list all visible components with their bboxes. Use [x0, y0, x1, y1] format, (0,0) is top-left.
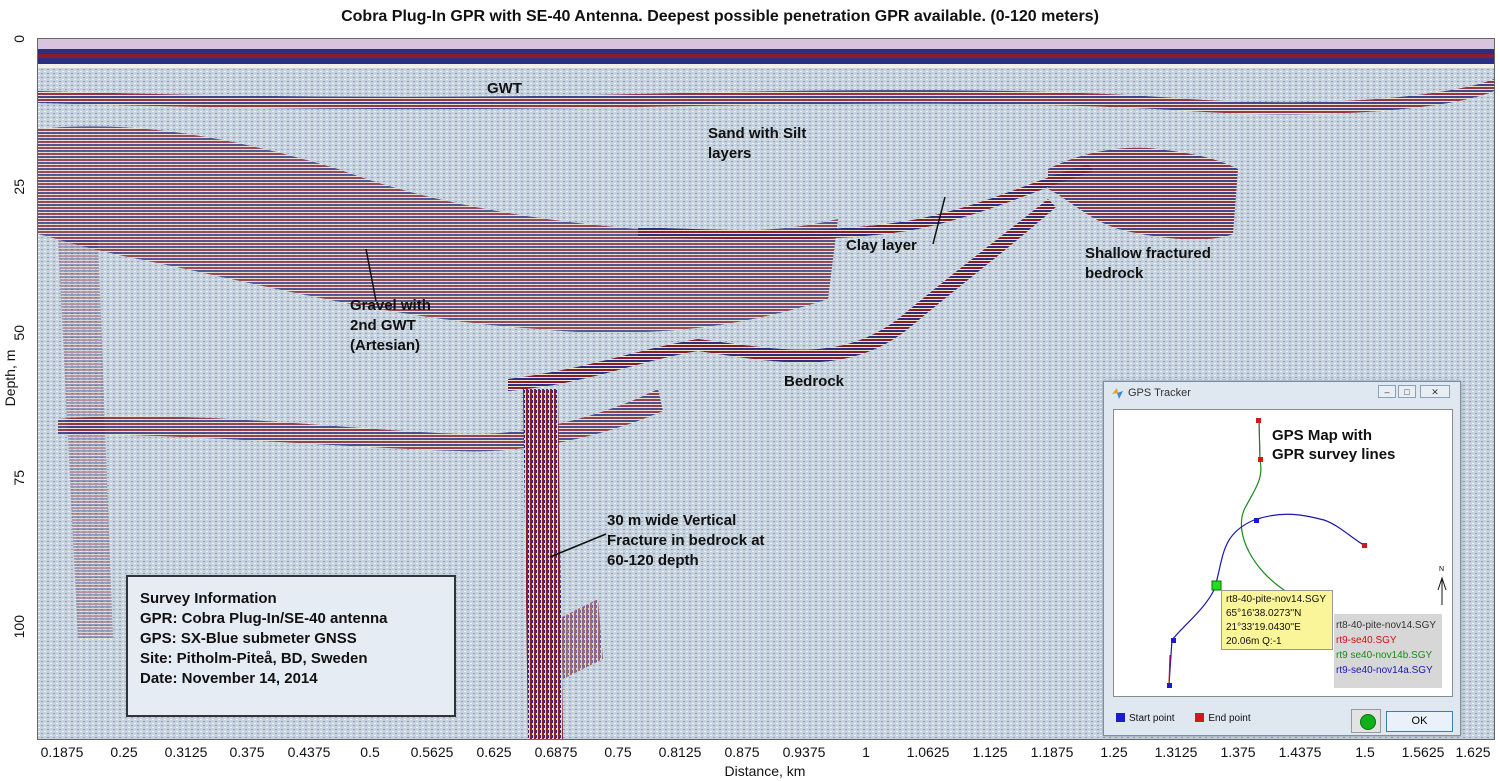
ok-button[interactable]: OK [1386, 711, 1453, 732]
x-tick-label: 1.125 [972, 744, 1008, 760]
annotation-sand-line1: Sand with Silt [708, 125, 807, 142]
minimize-icon[interactable]: – [1378, 385, 1396, 398]
annotation-gravel-line3: (Artesian) [350, 337, 421, 354]
x-tick-label: 1.625 [1455, 744, 1491, 760]
x-tick-label: 0.25 [110, 744, 138, 760]
status-led-icon [1360, 714, 1376, 730]
annotation-fracture-line3: 60-120 depth [607, 552, 699, 569]
annotation-shallow-line1: Shallow fractured [1085, 245, 1211, 262]
x-tick-label: 0.5625 [410, 744, 454, 760]
marker-key: Start point End point [1116, 713, 1251, 724]
window-title: GPS Tracker [1128, 387, 1191, 399]
annotation-gwt: GWT [487, 80, 522, 97]
annotation-fracture: 30 m wide Vertical Fracture in bedrock a… [607, 511, 765, 571]
start-point-marker [1254, 518, 1259, 523]
start-point-marker [1167, 683, 1172, 688]
x-tick-label: 0.75 [604, 744, 632, 760]
annotation-shallow-line2: bedrock [1085, 265, 1144, 282]
legend-item-rt9-se40[interactable]: rt9-se40.SGY [1336, 635, 1397, 646]
survey-info-box: Survey Information GPR: Cobra Plug-In/SE… [126, 575, 456, 717]
close-icon[interactable]: ✕ [1420, 385, 1450, 398]
annotation-sand-line2: layers [708, 145, 752, 162]
maximize-icon[interactable]: □ [1398, 385, 1416, 398]
map-title-line2: GPR survey lines [1272, 446, 1396, 463]
annotation-gravel-line1: Gravel with [350, 297, 431, 314]
app-logo-icon [1112, 388, 1123, 399]
survey-gpr: GPR: Cobra Plug-In/SE-40 antenna [140, 610, 388, 627]
x-tick-label: 1.4375 [1278, 744, 1322, 760]
map-title: GPS Map with GPR survey lines [1272, 426, 1395, 464]
annotation-fracture-line2: Fracture in bedrock at [607, 532, 765, 549]
x-tick-label: 0.875 [724, 744, 760, 760]
selected-point-marker[interactable] [1211, 580, 1222, 591]
x-tick-label: 1 [862, 744, 870, 760]
track-legend [1334, 614, 1442, 688]
legend-item-rt9-nov14b[interactable]: rt9 se40-nov14b.SGY [1336, 650, 1433, 661]
annotation-gravel: Gravel with 2nd GWT (Artesian) [350, 296, 431, 356]
legend-item-rt8[interactable]: rt8-40-pite-nov14.SGY [1336, 620, 1437, 631]
end-point-icon [1195, 713, 1205, 722]
x-tick-label: 0.4375 [287, 744, 331, 760]
status-indicator[interactable] [1351, 709, 1381, 733]
x-tick-label: 1.0625 [906, 744, 950, 760]
x-tick-label: 1.5 [1355, 744, 1375, 760]
tooltip-file: rt8-40-pite-nov14.SGY [1226, 594, 1327, 605]
annotation-gravel-line2: 2nd GWT [350, 317, 416, 334]
annotation-sand: Sand with Silt layers [708, 124, 806, 164]
x-tick-label: 0.375 [229, 744, 265, 760]
survey-gps: GPS: SX-Blue submeter GNSS [140, 630, 357, 647]
map-title-line1: GPS Map with [1272, 427, 1373, 444]
annotation-fracture-line1: 30 m wide Vertical [607, 512, 737, 529]
end-point-marker [1256, 418, 1261, 423]
gps-map[interactable]: N GPS Map with GPR survey lines rt8-40-p… [1113, 409, 1453, 697]
x-tick-label: 1.25 [1100, 744, 1128, 760]
gps-tracker-window[interactable]: GPS Tracker – □ ✕ N GPS Map with [1103, 381, 1461, 736]
north-label: N [1439, 566, 1445, 573]
end-point-marker [1258, 457, 1263, 462]
x-tick-label: 0.8125 [658, 744, 702, 760]
chart-title: Cobra Plug-In GPR with SE-40 Antenna. De… [341, 8, 1099, 25]
y-tick-label: 100 [11, 615, 27, 639]
legend-item-rt9-nov14a[interactable]: rt9-se40-nov14a.SGY [1336, 665, 1433, 676]
tooltip-lat: 65°16'38.0273''N [1226, 608, 1302, 619]
x-axis-label: Distance, km [724, 763, 806, 779]
x-tick-label: 0.1875 [40, 744, 84, 760]
end-point-marker [1362, 543, 1367, 548]
start-point-icon [1116, 713, 1125, 722]
survey-heading: Survey Information [140, 590, 277, 607]
y-tick-label: 25 [11, 179, 27, 195]
survey-date: Date: November 14, 2014 [140, 670, 318, 687]
end-point-label: End point [1208, 713, 1251, 724]
x-tick-label: 1.5625 [1401, 744, 1445, 760]
start-point-label: Start point [1129, 713, 1175, 724]
survey-site: Site: Pitholm-Piteå, BD, Sweden [140, 650, 368, 667]
y-tick-label: 75 [11, 470, 27, 486]
x-tick-label: 1.3125 [1154, 744, 1198, 760]
x-tick-label: 0.3125 [164, 744, 208, 760]
annotation-bedrock: Bedrock [784, 373, 845, 390]
annotation-clay: Clay layer [846, 237, 917, 254]
x-tick-label: 0.625 [476, 744, 512, 760]
point-tooltip: rt8-40-pite-nov14.SGY 65°16'38.0273''N 2… [1221, 590, 1333, 650]
x-tick-label: 1.1875 [1030, 744, 1074, 760]
y-tick-label: 50 [11, 325, 27, 341]
x-tick-label: 0.9375 [782, 744, 826, 760]
x-tick-label: 1.375 [1220, 744, 1256, 760]
tooltip-extra: 20.06m Q:-1 [1226, 636, 1282, 647]
start-point-marker [1171, 638, 1176, 643]
y-tick-label: 0 [11, 35, 27, 43]
x-tick-label: 0.6875 [534, 744, 578, 760]
annotation-shallow-bedrock: Shallow fractured bedrock [1085, 244, 1211, 284]
x-tick-label: 0.5 [360, 744, 380, 760]
tooltip-lon: 21°33'19.0430''E [1226, 622, 1301, 633]
